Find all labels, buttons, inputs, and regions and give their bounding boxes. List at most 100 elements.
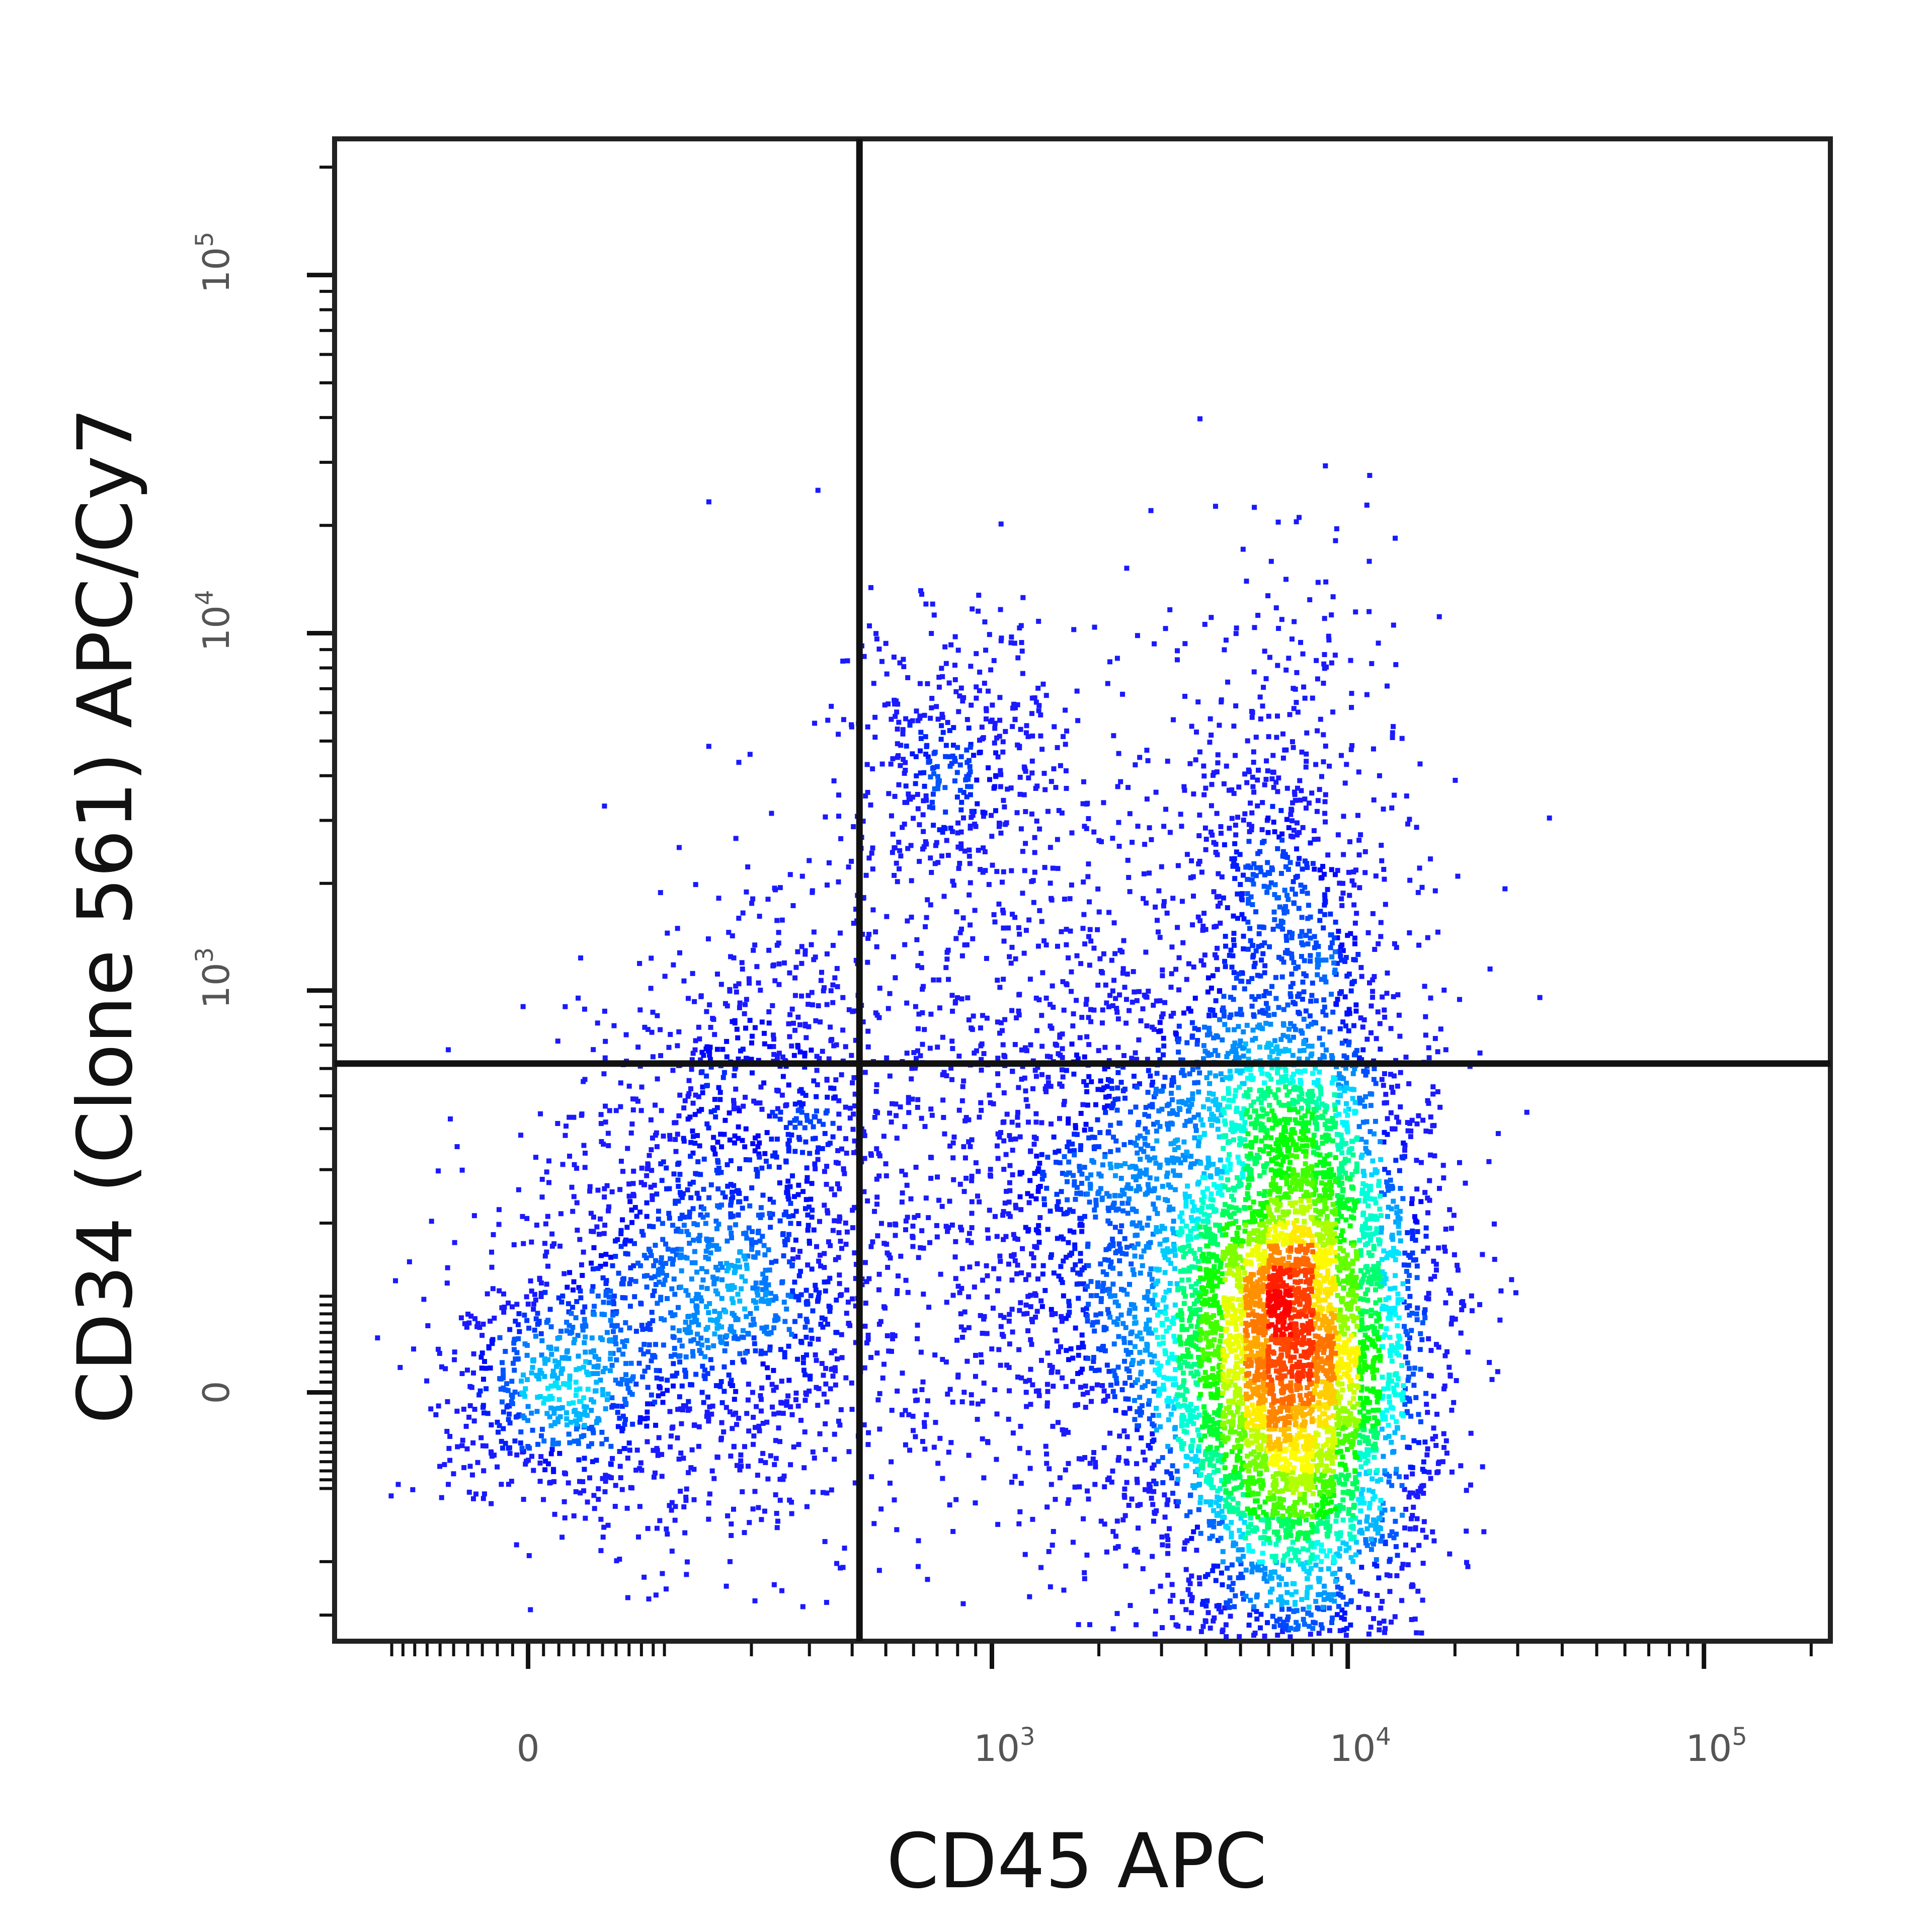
event-dot [907,1447,912,1453]
event-dot [606,1143,611,1148]
event-dot [1203,1619,1209,1624]
event-dot [581,1079,586,1084]
event-dot [898,763,903,768]
event-dot [790,1173,795,1178]
event-dot [1416,943,1421,948]
event-dot [1383,1626,1388,1631]
event-dot [1111,978,1116,983]
event-dot [1427,1055,1432,1060]
event-dot [1478,1051,1483,1056]
event-dot [774,1456,779,1461]
event-dot [686,1116,691,1121]
event-dot [672,1292,677,1297]
event-dot [1383,1092,1388,1097]
event-dot [1007,1199,1012,1204]
event-dot [659,1108,664,1113]
event-dot [1222,994,1227,999]
event-dot [876,647,881,652]
event-dot [905,675,910,680]
event-dot [725,1513,730,1518]
event-dot [1328,945,1333,950]
event-dot [1101,800,1106,805]
event-dot [996,902,1001,907]
event-dot [540,1427,545,1432]
event-dot [1022,868,1027,873]
event-dot [884,1173,889,1178]
event-dot [940,1072,945,1077]
event-dot [1064,768,1069,773]
event-dot [1029,812,1034,817]
event-dot [1276,520,1281,525]
event-dot [791,1021,796,1026]
event-dot [672,1346,677,1351]
event-dot [810,888,815,893]
event-dot [1327,1628,1332,1633]
event-dot [1327,764,1332,769]
event-dot [545,1318,550,1323]
event-dot [1061,734,1066,739]
event-dot [996,1156,1001,1161]
event-dot [955,770,960,775]
event-dot [804,1197,809,1202]
event-dot [903,1227,908,1232]
event-dot [915,1323,920,1328]
event-dot [581,1250,586,1255]
event-dot [974,824,979,829]
event-dot [599,1441,604,1446]
event-dot [920,1010,925,1015]
event-dot [728,1454,733,1459]
event-dot [471,1371,476,1376]
event-dot [587,1188,592,1193]
event-dot [638,1461,643,1466]
event-dot [1010,1148,1015,1153]
event-dot [544,1281,549,1286]
event-dot [1415,1229,1420,1234]
event-dot [1095,1117,1100,1122]
event-dot [692,1422,697,1427]
event-dot [803,1035,809,1040]
event-dot [1490,1377,1495,1382]
event-dot [1393,1126,1398,1132]
event-dot [1323,799,1328,804]
event-dot [729,1521,734,1526]
event-dot [837,1125,842,1131]
event-dot [580,1310,585,1315]
event-dot [1048,1363,1053,1368]
event-dot [1212,1013,1217,1018]
event-dot [1010,724,1015,729]
event-dot [818,1019,823,1024]
event-dot [701,1400,706,1405]
event-dot [804,1165,810,1170]
event-dot [1038,734,1043,739]
event-dot [951,1141,956,1146]
event-dot [1034,819,1039,824]
event-dot [1040,1304,1045,1309]
event-dot [1065,1179,1070,1184]
event-dot [1322,616,1327,621]
event-dot [1105,1362,1110,1367]
event-dot [1075,689,1080,694]
event-dot [810,1215,815,1220]
event-dot [838,1239,843,1244]
event-dot [472,1407,477,1412]
event-dot [870,866,875,871]
event-dot [1282,888,1287,893]
event-dot [1209,782,1214,787]
event-dot [1000,879,1005,884]
event-dot [934,1223,939,1228]
event-dot [1416,1113,1421,1118]
event-dot [796,1221,801,1226]
event-dot [926,760,931,765]
event-dot [986,765,991,770]
event-dot [452,1240,457,1245]
event-dot [639,1468,644,1473]
event-dot [1309,1613,1314,1618]
event-dot [788,1201,793,1206]
event-dot [587,1475,592,1480]
event-dot [817,1290,822,1295]
event-dot [1389,806,1394,811]
event-dot [1112,1097,1117,1102]
event-dot [984,1263,989,1268]
event-dot [1008,1137,1013,1142]
event-dot [1227,953,1232,958]
